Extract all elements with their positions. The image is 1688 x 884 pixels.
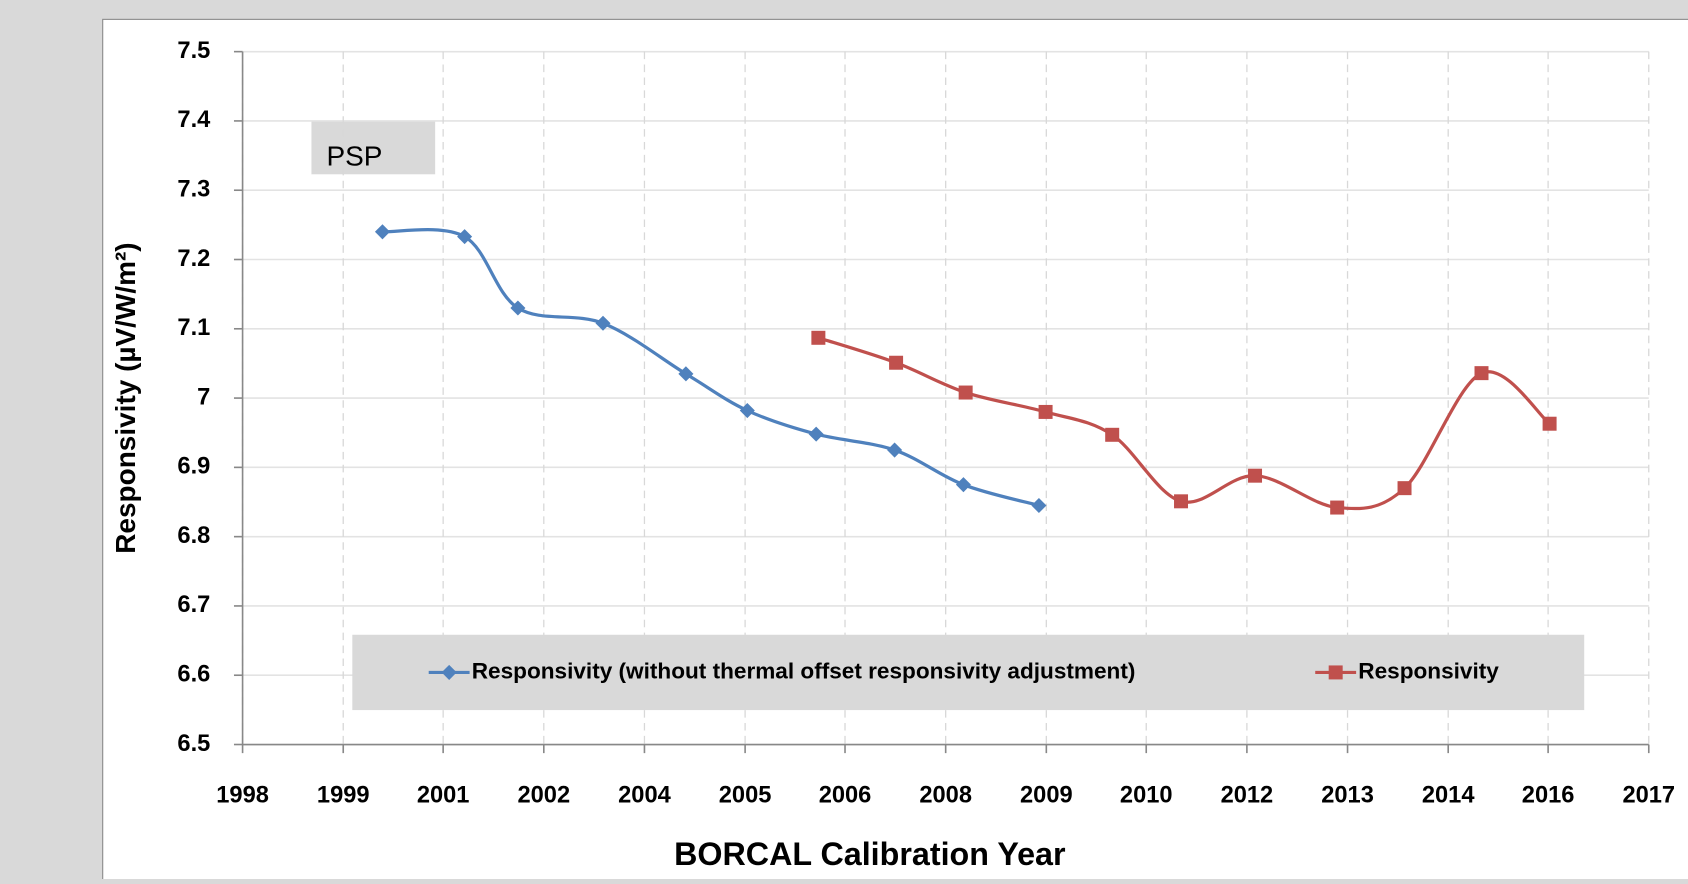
annotation-box [311, 120, 436, 175]
x-tick-label: 2014 [1422, 782, 1475, 808]
marker [889, 355, 904, 370]
x-axis-title: BORCAL Calibration Year [674, 836, 1066, 872]
marker [811, 330, 826, 345]
y-tick-label: 7.5 [177, 38, 210, 64]
marker [958, 385, 973, 400]
legend-marker [441, 664, 457, 680]
marker [955, 477, 971, 493]
x-tick-label: 2016 [1522, 782, 1575, 808]
marker [1397, 481, 1412, 496]
x-tick-label: 2001 [417, 782, 470, 808]
marker [595, 315, 611, 331]
grid: 6.5 6.6 6.7 6.8 6.9 7 7.1 7.2 7.3 7.4 7.5 1998 1999 2… [177, 38, 1675, 809]
marker [1330, 500, 1345, 515]
series-line [382, 228, 1040, 508]
x-tick-label: 1998 [216, 782, 269, 808]
y-tick-label: 7.1 [177, 315, 210, 341]
marker [887, 442, 903, 458]
marker [1105, 427, 1120, 442]
y-tick-label: 6.7 [177, 592, 210, 618]
annotation: PSP [326, 141, 382, 172]
y-tick-label: 7.3 [177, 176, 210, 202]
y-tick-label: 6.6 [177, 661, 210, 687]
x-tick-label: 2006 [819, 782, 872, 808]
y-tick-label: 6.9 [177, 454, 210, 480]
marker [1542, 416, 1557, 431]
marker [457, 229, 473, 245]
marker [1248, 468, 1263, 483]
x-tick-label: 2013 [1321, 782, 1374, 808]
marker [1174, 494, 1189, 509]
x-tick-label: 2009 [1020, 782, 1073, 808]
x-tick-label: 2005 [719, 782, 772, 808]
x-tick-label: 2002 [517, 782, 570, 808]
legend-label: Responsivity [1358, 658, 1499, 683]
plot: Responsivity (without thermal offset res… [374, 224, 1557, 683]
legend [352, 634, 1585, 711]
marker [1474, 366, 1489, 381]
x-tick-label: 1999 [317, 782, 370, 808]
y-tick-label: 7 [197, 384, 210, 410]
x-tick-label: 2004 [618, 782, 671, 808]
x-tick-label: 2010 [1120, 782, 1173, 808]
y-tick-label: 6.5 [177, 731, 210, 757]
series-line [817, 336, 1551, 511]
marker [1031, 497, 1047, 514]
legend-label: Responsivity (without thermal offset res… [472, 658, 1136, 683]
x-tick-label: 2012 [1221, 782, 1274, 808]
y-tick-label: 7.4 [177, 107, 211, 133]
marker [739, 403, 755, 419]
x-tick-label: 2008 [919, 782, 972, 808]
legend-marker [1328, 665, 1343, 680]
marker [1038, 404, 1053, 419]
y-axis-title: Responsivity (µV/W/m²) [110, 242, 141, 553]
y-tick-label: 7.2 [177, 246, 210, 272]
x-tick-label: 2017 [1622, 782, 1675, 808]
y-tick-label: 6.8 [177, 523, 210, 549]
